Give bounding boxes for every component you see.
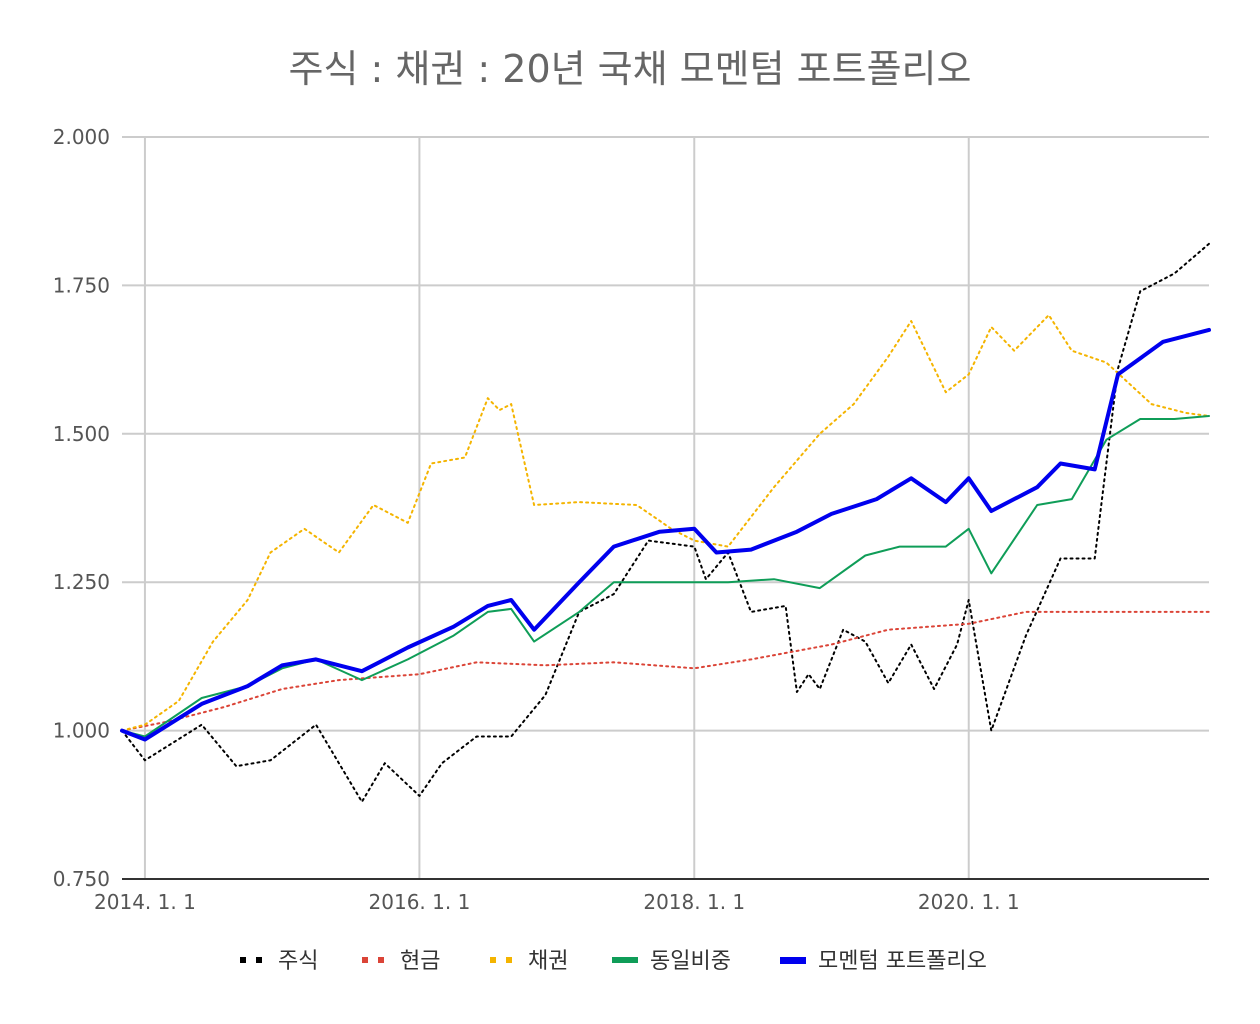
x-tick-label: 2018. 1. 1	[643, 890, 745, 914]
series-line-4	[120, 327, 1211, 742]
legend-label: 동일비중	[650, 949, 731, 974]
series-line-0	[121, 242, 1210, 803]
grid	[122, 136, 1209, 880]
x-tick-label: 2020. 1. 1	[918, 890, 1020, 914]
y-tick-label: 1.750	[53, 273, 110, 297]
y-axis-tick-labels: 2.000 1.750 1.500 1.250 1.000 0.750	[53, 125, 110, 891]
x-tick-label: 2014. 1. 1	[94, 890, 196, 914]
y-tick-label: 1.250	[53, 570, 110, 594]
legend-item: 모멘텀 포트폴리오	[780, 949, 987, 974]
legend-item: 주식	[240, 949, 318, 974]
chart-title: 주식 : 채권 : 20년 국채 모멘텀 포트폴리오	[289, 47, 972, 91]
legend-swatch	[612, 957, 638, 963]
legend-label: 주식	[278, 949, 318, 974]
legend: 주식 현금 채권 동일비중 모멘텀 포트폴리오	[240, 949, 987, 974]
series-lines	[120, 242, 1211, 803]
legend-item: 채권	[490, 949, 568, 974]
series-line-1	[121, 610, 1210, 732]
legend-item: 동일비중	[612, 949, 731, 974]
x-tick-label: 2016. 1. 1	[369, 890, 471, 914]
y-tick-label: 1.500	[53, 422, 110, 446]
y-tick-label: 2.000	[53, 125, 110, 149]
series-line-2	[121, 314, 1210, 732]
x-axis-tick-labels: 2014. 1. 1 2016. 1. 1 2018. 1. 1 2020. 1. 1	[94, 890, 1020, 914]
legend-label: 채권	[528, 949, 568, 974]
y-tick-label: 0.750	[53, 867, 110, 891]
legend-swatch	[780, 957, 806, 964]
legend-item: 현금	[362, 949, 440, 974]
y-tick-label: 1.000	[53, 719, 110, 743]
legend-label: 모멘텀 포트폴리오	[818, 949, 987, 974]
legend-label: 현금	[400, 949, 440, 974]
